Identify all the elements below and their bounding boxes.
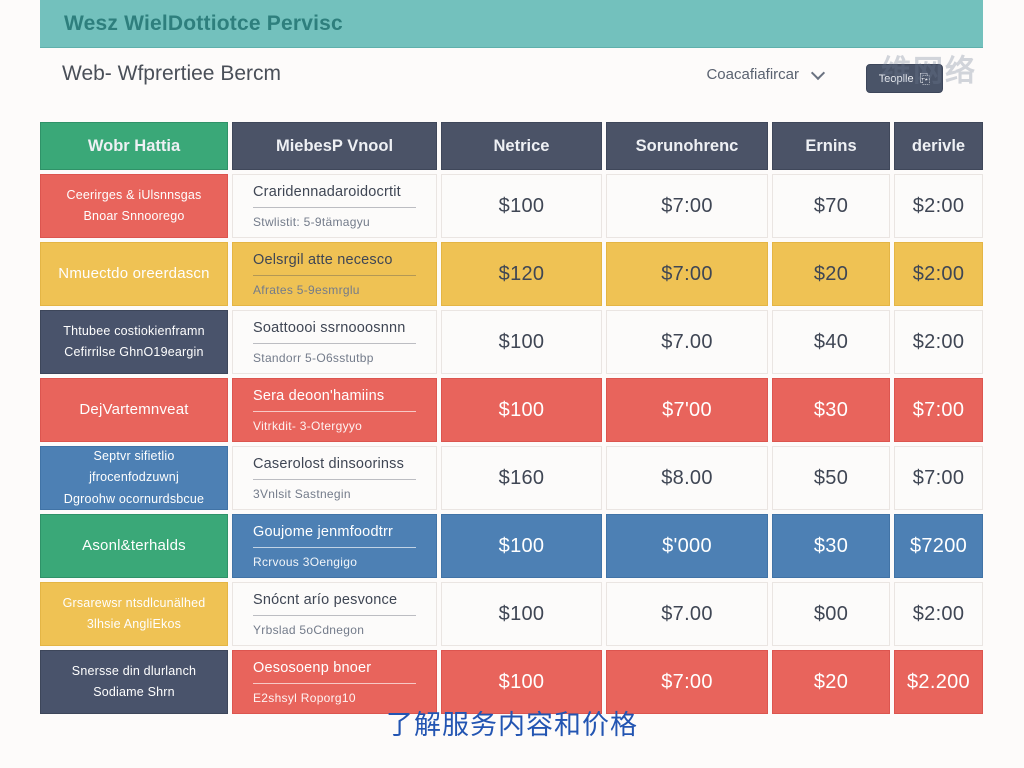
description-title: Goujome jenmfoodtrr xyxy=(253,524,416,548)
service-name-line2: Bnoar Snnoorego xyxy=(83,209,185,223)
description-cell: Caserolost dinsoorinss 3Vnlsit Sastnegin xyxy=(232,446,437,510)
service-cell: Septvr sifietlio jfrocenfodzuwnj Dgroohw… xyxy=(40,446,228,510)
app-bar: Wesz WielDottiotce Pervisc xyxy=(40,0,983,48)
price-cell: $7'00 xyxy=(606,378,768,442)
chevron-down-icon xyxy=(810,65,826,80)
service-name-line2: Dgroohw ocornurdsbcue xyxy=(63,491,205,506)
description-cell: Sera deoon'hamiins Vitrkdit- 3-Otergyyo xyxy=(232,378,437,442)
price-cell: $30 xyxy=(772,514,890,578)
service-cell: Asonl&terhalds xyxy=(40,514,228,578)
price-cell: $160 xyxy=(441,446,602,510)
description-subtitle: E2shsyl Roporg10 xyxy=(253,690,356,705)
price-cell: $7:00 xyxy=(606,650,768,714)
description-title: Soattoooi ssrnooosnnn xyxy=(253,320,416,344)
description-subtitle: Standorr 5-O6sstutbp xyxy=(253,350,374,365)
price-cell: $120 xyxy=(441,242,602,306)
price-cell: $40 xyxy=(772,310,890,374)
description-cell: Snócnt arío pesvonce Yrbslad 5oCdnegon xyxy=(232,582,437,646)
price-cell: $20 xyxy=(772,242,890,306)
service-name: Grsarewsr ntsdlcunälhed xyxy=(62,595,206,610)
price-cell: $100 xyxy=(441,514,602,578)
price-cell: $8.00 xyxy=(606,446,768,510)
service-name: DejVartemnveat xyxy=(79,401,189,419)
description-subtitle: Vitrkdit- 3-Otergyyo xyxy=(253,418,363,433)
price-cell: $7:00 xyxy=(606,174,768,238)
price-cell: $7:00 xyxy=(606,242,768,306)
description-title: Snócnt arío pesvonce xyxy=(253,592,416,616)
page-title: Web- Wfprertiee Bercm xyxy=(62,62,281,85)
description-cell: Soattoooi ssrnooosnnn Standorr 5-O6sstut… xyxy=(232,310,437,374)
price-cell: $100 xyxy=(441,310,602,374)
description-subtitle: Afrates 5-9esmrglu xyxy=(253,282,360,297)
description-cell: Oelsrgil atte necesco Afrates 5-9esmrglu xyxy=(232,242,437,306)
service-name: Septvr sifietlio jfrocenfodzuwnj xyxy=(89,449,179,485)
filter-dropdown-label: Coacafiafircar xyxy=(706,66,799,83)
column-header-description: MiebesP Vnool xyxy=(232,122,437,170)
price-cell: $100 xyxy=(441,650,602,714)
price-cell: $'000 xyxy=(606,514,768,578)
description-title: Oelsrgil atte necesco xyxy=(253,252,416,276)
description-title: Craridennadaroidocrtit xyxy=(253,184,416,208)
price-cell: $2:00 xyxy=(894,582,983,646)
description-subtitle: Stwlistit: 5-9tämagyu xyxy=(253,214,371,229)
footer-caption: 了解服务内容和价格 xyxy=(386,710,638,740)
column-header-price-4: derivle xyxy=(894,122,983,170)
export-button[interactable]: Teoplle ⎘ xyxy=(865,64,943,93)
service-cell: Thtubee costiokienframn Cefirrilse GhnO1… xyxy=(40,310,228,374)
price-cell: $2:00 xyxy=(894,310,983,374)
pricing-table: Wobr Hattia MiebesP Vnool Netrice Soruno… xyxy=(40,122,983,714)
description-title: Caserolost dinsoorinss xyxy=(253,456,416,480)
service-name: Thtubee costiokienframn xyxy=(63,323,205,338)
price-cell: $70 xyxy=(772,174,890,238)
description-title: Sera deoon'hamiins xyxy=(253,388,416,412)
price-cell: $100 xyxy=(441,582,602,646)
price-cell: $100 xyxy=(441,378,602,442)
price-cell: $7:00 xyxy=(894,378,983,442)
export-icon: ⎘ xyxy=(919,71,930,86)
service-name: Nmuectdo oreerdascn xyxy=(58,265,210,283)
price-cell: $2:00 xyxy=(894,174,983,238)
price-cell: $30 xyxy=(772,378,890,442)
service-cell: DejVartemnveat xyxy=(40,378,228,442)
price-cell: $50 xyxy=(772,446,890,510)
service-name: Asonl&terhalds xyxy=(82,537,186,555)
column-header-service: Wobr Hattia xyxy=(40,122,228,170)
description-subtitle: Rcrvous 3Oengigo xyxy=(253,554,358,569)
price-cell: $2:00 xyxy=(894,242,983,306)
export-button-label: Teoplle xyxy=(878,72,914,85)
service-cell: Ceerirges & iUlsnnsgas Bnoar Snnoorego xyxy=(40,174,228,238)
toolbar: Web- Wfprertiee Bercm Coacafiafircar 维网络… xyxy=(40,48,983,110)
service-name-line2: 3lhsie AngliEkos xyxy=(86,617,182,631)
service-cell: Nmuectdo oreerdascn xyxy=(40,242,228,306)
app-title: Wesz WielDottiotce Pervisc xyxy=(64,11,343,35)
price-cell: $7.00 xyxy=(606,310,768,374)
service-name-line2: Sodiame Shrn xyxy=(93,685,175,699)
description-subtitle: Yrbslad 5oCdnegon xyxy=(253,622,365,637)
price-cell: $00 xyxy=(772,582,890,646)
description-cell: Goujome jenmfoodtrr Rcrvous 3Oengigo xyxy=(232,514,437,578)
service-name: Ceerirges & iUlsnnsgas xyxy=(66,187,202,202)
description-subtitle: 3Vnlsit Sastnegin xyxy=(253,486,351,501)
filter-dropdown[interactable]: Coacafiafircar xyxy=(706,65,826,83)
price-cell: $7.00 xyxy=(606,582,768,646)
description-cell: Craridennadaroidocrtit Stwlistit: 5-9täm… xyxy=(232,174,437,238)
column-header-price-1: Netrice xyxy=(441,122,602,170)
service-name-line2: Cefirrilse GhnO19eargin xyxy=(64,345,204,359)
description-cell: Oesosoenp bnoer E2shsyl Roporg10 xyxy=(232,650,437,714)
column-header-price-2: Sorunohrenc xyxy=(606,122,768,170)
service-name: Snersse din dlurlanch xyxy=(71,663,197,678)
price-cell: $20 xyxy=(772,650,890,714)
price-cell: $100 xyxy=(441,174,602,238)
price-cell: $7200 xyxy=(894,514,983,578)
description-title: Oesosoenp bnoer xyxy=(253,660,416,684)
service-cell: Grsarewsr ntsdlcunälhed 3lhsie AngliEkos xyxy=(40,582,228,646)
price-cell: $7:00 xyxy=(894,446,983,510)
column-header-price-3: Ernins xyxy=(772,122,890,170)
price-cell: $2.200 xyxy=(894,650,983,714)
service-cell: Snersse din dlurlanch Sodiame Shrn xyxy=(40,650,228,714)
